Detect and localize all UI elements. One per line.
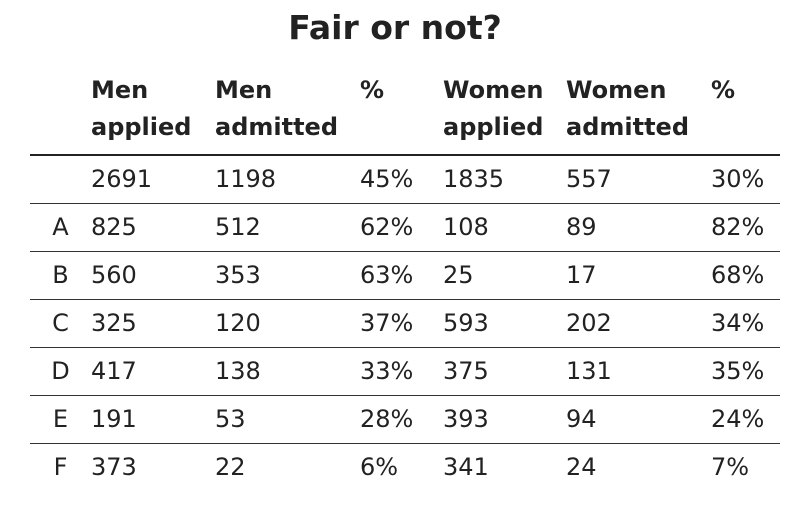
men-applied-cell: 191 [91, 395, 215, 444]
column-header-women-admitted: Women admitted [566, 72, 711, 156]
row-label: B [30, 251, 91, 300]
men-applied-cell: 373 [91, 453, 137, 481]
women-percent-cell: 34% [711, 299, 780, 348]
column-header-men-applied: Men applied [91, 72, 215, 156]
men-applied-cell: 417 [91, 347, 215, 396]
women-applied-cell: 375 [443, 347, 566, 396]
admissions-table: Men applied Men admitted % Women applied… [30, 72, 780, 491]
table-row-total: 2691 1198 45% 1835 557 30% [30, 155, 780, 204]
row-label: D [30, 347, 91, 396]
men-admitted-cell: 120 [215, 299, 360, 348]
women-percent-cell: 30% [711, 155, 780, 204]
women-admitted-cell: 17 [566, 251, 711, 300]
table-row-e: E 191 53 28% 393 94 24% [30, 395, 780, 444]
men-percent-cell: 63% [360, 251, 443, 300]
men-percent-cell: 45% [360, 155, 443, 204]
men-admitted-cell: 53 [215, 395, 360, 444]
women-percent-cell: 82% [711, 203, 780, 252]
women-applied-cell: 593 [443, 299, 566, 348]
men-applied-cell: 325 [91, 299, 215, 348]
men-admitted-cell: 138 [215, 347, 360, 396]
women-admitted-cell: 131 [566, 347, 711, 396]
row-label: A [30, 203, 91, 252]
women-admitted-cell: 89 [566, 203, 711, 252]
men-percent-cell: 28% [360, 395, 443, 444]
men-admitted-cell: 1198 [215, 155, 360, 204]
women-percent-cell: 7% [711, 453, 750, 481]
women-applied-cell: 25 [443, 251, 566, 300]
women-percent-cell: 68% [711, 251, 780, 300]
men-percent-cell: 33% [360, 347, 443, 396]
row-label: E [30, 395, 91, 444]
table-row-b: B 560 353 63% 25 17 68% [30, 251, 780, 300]
column-header-women-percent: % [711, 72, 780, 156]
women-applied-cell: 341 [443, 453, 489, 481]
women-applied-cell: 1835 [443, 155, 566, 204]
column-header-men-percent: % [360, 72, 443, 156]
women-admitted-cell: 24 [566, 453, 597, 481]
men-admitted-cell: 22 [215, 453, 246, 481]
page-title: Fair or not? [288, 8, 502, 47]
women-percent-cell: 35% [711, 347, 780, 396]
men-percent-cell: 6% [360, 453, 399, 481]
women-admitted-cell: 557 [566, 155, 711, 204]
column-header-women-applied: Women applied [443, 72, 566, 156]
women-percent-cell: 24% [711, 395, 780, 444]
women-applied-cell: 393 [443, 395, 566, 444]
men-admitted-cell: 512 [215, 203, 360, 252]
men-applied-cell: 825 [91, 203, 215, 252]
men-applied-cell: 560 [91, 251, 215, 300]
table-row-f: F 373 22 6% 341 24 7% [30, 444, 780, 492]
row-label: F [53, 453, 68, 481]
table-row-a: A 825 512 62% 108 89 82% [30, 203, 780, 252]
women-admitted-cell: 94 [566, 395, 711, 444]
women-applied-cell: 108 [443, 203, 566, 252]
men-applied-cell: 2691 [91, 155, 215, 204]
men-admitted-cell: 353 [215, 251, 360, 300]
column-header-row-label [30, 72, 91, 156]
men-percent-cell: 62% [360, 203, 443, 252]
header-row: Men applied Men admitted % Women applied… [30, 72, 780, 156]
table-row-d: D 417 138 33% 375 131 35% [30, 347, 780, 396]
men-percent-cell: 37% [360, 299, 443, 348]
row-label [30, 155, 91, 204]
table-row-c: C 325 120 37% 593 202 34% [30, 299, 780, 348]
women-admitted-cell: 202 [566, 299, 711, 348]
row-label: C [30, 299, 91, 348]
column-header-men-admitted: Men admitted [215, 72, 360, 156]
